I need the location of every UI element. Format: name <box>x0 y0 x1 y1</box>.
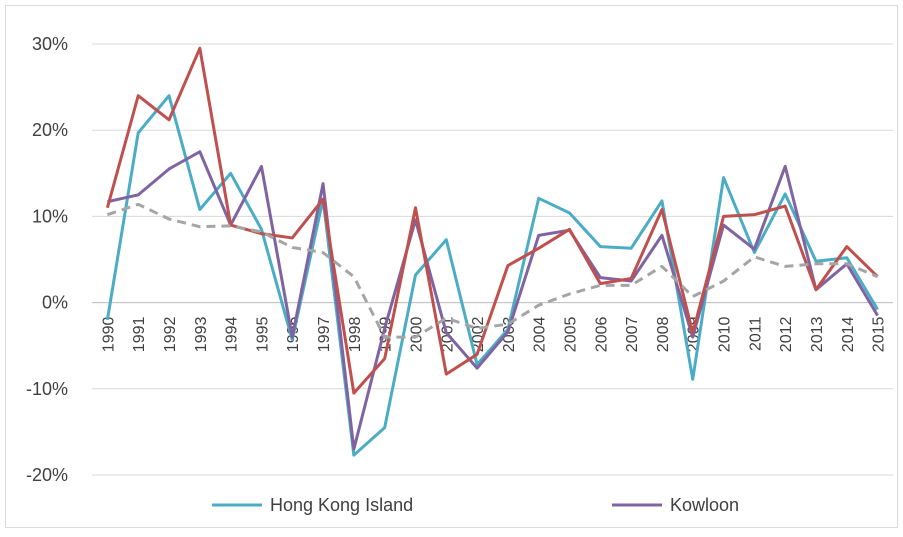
x-tick-label: 2011 <box>747 316 764 351</box>
y-tick-label: -20% <box>26 465 68 485</box>
y-tick-label: -10% <box>26 379 68 399</box>
x-tick-label: 1998 <box>347 316 364 352</box>
x-tick-label: 1994 <box>224 316 241 352</box>
x-tick-label: 2004 <box>532 316 549 352</box>
x-tick-label: 2006 <box>593 316 610 352</box>
y-tick-label: 0% <box>42 293 68 313</box>
x-tick-label: 2003 <box>501 316 518 352</box>
x-tick-label: 2000 <box>408 316 425 352</box>
x-tick-label: 2015 <box>871 316 888 352</box>
series-line <box>105 46 879 395</box>
x-tick-label: 2014 <box>840 316 857 352</box>
x-tick-label: 2013 <box>809 316 826 352</box>
series-line <box>107 150 879 451</box>
legend-label: Hong Kong Island <box>270 495 413 515</box>
x-tick-label: 1997 <box>316 316 333 352</box>
x-tick-label: 1990 <box>100 316 117 352</box>
y-tick-label: 20% <box>32 120 68 140</box>
x-tick-label: 2012 <box>778 316 795 352</box>
x-tick-label: 2002 <box>470 316 487 352</box>
x-tick-label: 1995 <box>254 316 271 352</box>
y-tick-label: 10% <box>32 206 68 226</box>
x-tick-label: 1991 <box>131 316 148 352</box>
x-tick-label: 2005 <box>563 316 580 352</box>
series-line <box>106 202 879 339</box>
x-tick-label: 1992 <box>162 316 179 352</box>
x-tick-label: 2010 <box>717 316 734 352</box>
legend-label: Kowloon <box>670 495 739 515</box>
x-tick-label: 2007 <box>624 316 641 352</box>
x-tick-label: 2008 <box>655 316 672 352</box>
x-tick-label: 1993 <box>193 316 210 352</box>
series-line <box>105 94 879 457</box>
y-tick-label: 30% <box>32 34 68 54</box>
